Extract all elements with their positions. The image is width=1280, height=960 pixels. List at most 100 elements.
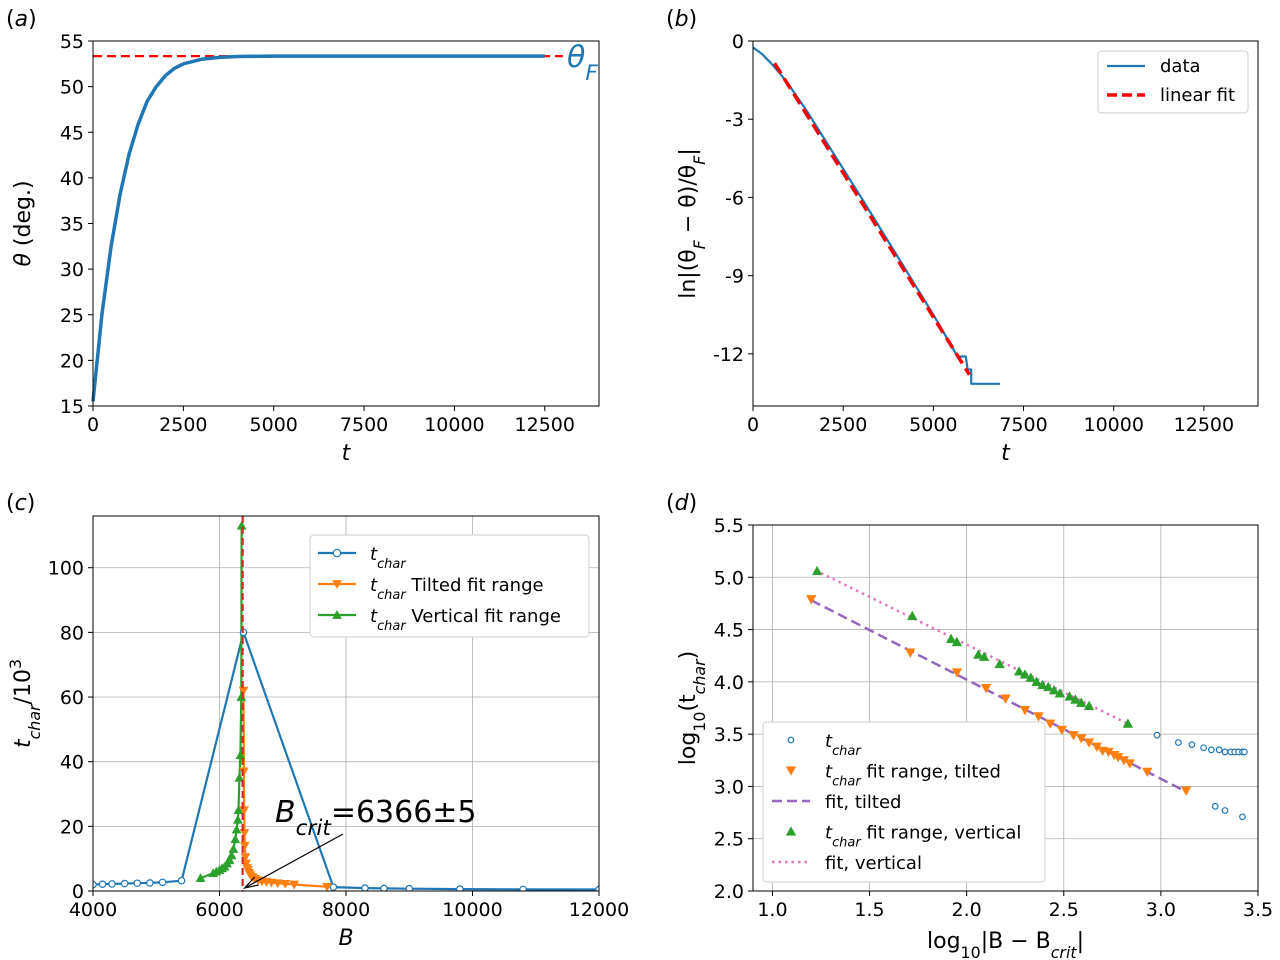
vertical-point	[230, 834, 241, 844]
y-tick-label: -12	[713, 344, 744, 366]
t-char-point	[456, 885, 464, 891]
panel-label: (b)	[666, 7, 697, 32]
x-axis-label: log10|B − Bcrit|	[927, 929, 1084, 960]
t-char-point	[1174, 739, 1182, 746]
fit-vertical-line	[820, 571, 1129, 725]
y-tick-label: 30	[60, 259, 84, 281]
annotation-arrow	[244, 833, 344, 889]
legend-entry: tchar fit range, vertical	[825, 823, 1021, 851]
t-char-point	[380, 884, 388, 891]
t-char-point	[361, 884, 369, 891]
legend-entry: tchar fit range, tilted	[825, 762, 1001, 790]
legend-marker	[332, 609, 342, 619]
tilted-point	[272, 879, 283, 889]
tilted-point	[980, 684, 992, 694]
x-tick-label: 5000	[250, 414, 298, 436]
vertical-point	[1083, 700, 1095, 710]
panel-b: (b) 0 2500 5000 7500 10000 12500 0 -3 -6 -9 -12 t ln|…	[666, 7, 1259, 466]
x-tick-label: 0	[747, 414, 759, 436]
t-char-point	[1188, 741, 1196, 748]
theta-curve	[91, 54, 545, 402]
vertical-point	[226, 850, 237, 860]
y-tick-label: 45	[60, 122, 84, 144]
x-tick-label: 7500	[340, 414, 388, 436]
y-tick-label: 40	[60, 168, 84, 190]
t-char-point	[1221, 748, 1229, 756]
y-tick-label: 20	[60, 816, 84, 838]
x-tick-label: 6000	[195, 899, 243, 921]
vertical-point	[951, 636, 963, 647]
tilted-point	[1076, 734, 1087, 744]
y-tick-label: 20	[60, 350, 84, 372]
plot-frame	[92, 515, 600, 892]
vertical-point	[1076, 697, 1087, 707]
t-char-point	[146, 879, 154, 887]
x-tick-label: 1.0	[757, 899, 787, 921]
vertical-point	[224, 855, 235, 865]
x-tick-label: 2.0	[952, 899, 982, 921]
vertical-point	[1019, 669, 1031, 679]
tilted-point	[1083, 738, 1095, 748]
vertical-point	[232, 814, 243, 824]
legend-marker	[785, 766, 797, 776]
tilted-point	[1142, 767, 1153, 778]
legend-entry: linear fit	[1160, 85, 1235, 106]
panel-d: (d) 1.0 1.5 2.0 2.5 3.0 3.5 2.0 2.5 3.0 3.5 4.0 4.5 5…	[666, 491, 1273, 960]
panel-a: (a) 0 2500 5000 7500 10000 12500 15 20 25 30 35 40 45…	[6, 7, 600, 466]
y-tick-label: 3.5	[714, 724, 744, 746]
vertical-point	[195, 873, 206, 882]
x-tick-label: 12500	[1174, 414, 1234, 436]
legend-box	[309, 534, 590, 638]
panel-label: (d)	[666, 491, 697, 516]
y-tick-label: 25	[60, 305, 84, 327]
vertical-point	[1064, 691, 1075, 701]
linear-fit-dashed-line	[773, 62, 971, 376]
y-tick-label: 5.5	[714, 515, 744, 537]
tilted-point	[951, 668, 963, 678]
x-tick-label: 2500	[159, 414, 207, 436]
tilted-point	[1000, 694, 1011, 704]
plot-frame	[92, 40, 600, 407]
b-crit-annotation: Bcrit=6366±5	[275, 795, 477, 841]
tilted-point	[1044, 719, 1056, 730]
t-char-point	[1211, 802, 1219, 810]
vertical-point	[231, 824, 242, 834]
vertical-point	[907, 610, 918, 621]
y-tick-label: -9	[725, 266, 744, 288]
plot-body	[93, 516, 599, 891]
t-char-point	[108, 880, 116, 888]
tilted-point	[1180, 786, 1192, 796]
vertical-point	[1013, 666, 1025, 676]
annotation-arrowhead	[242, 876, 259, 889]
y-tick-label: 5.0	[714, 567, 744, 589]
x-tick-label: 2.5	[1049, 899, 1079, 921]
x-tick-label: 1.5	[854, 899, 884, 921]
x-tick-label: 10000	[424, 414, 484, 436]
x-tick-label: 12000	[569, 899, 629, 921]
data-line	[752, 46, 1001, 385]
y-tick-label: 3.0	[714, 776, 744, 798]
legend-marker	[787, 736, 795, 744]
plot-frame	[752, 524, 1259, 892]
t-char-point	[1241, 748, 1248, 756]
y-axis-label: ln|(θF − θ)/θF|	[676, 148, 709, 299]
vertical-point	[1025, 672, 1036, 682]
tilted-point	[280, 880, 291, 889]
x-tick-label: 2500	[819, 414, 867, 436]
y-tick-label: 2.0	[714, 881, 744, 903]
x-tick-label: 10000	[1083, 414, 1143, 436]
y-tick-label: 15	[60, 396, 84, 418]
tilted-point	[1019, 706, 1031, 716]
y-tick-label: 55	[60, 31, 84, 53]
legend-marker	[332, 580, 342, 590]
legend-entry: tchar	[825, 731, 861, 759]
x-tick-label: 5000	[909, 414, 957, 436]
tilted-point	[266, 878, 277, 888]
theta-f-label: θF	[567, 40, 598, 86]
legend: tchar tchar Tilted fit range tchar Vertica…	[309, 534, 590, 638]
vertical-point	[994, 658, 1005, 669]
t-char-point	[1207, 746, 1215, 754]
vertical-point	[1048, 684, 1060, 695]
t-char-point	[405, 884, 414, 891]
